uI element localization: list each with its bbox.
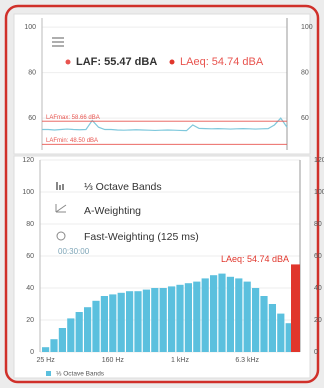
band-bar [252,288,260,352]
weighting-icon [55,204,67,213]
laeq-label: LAeq: 54.74 dBA [221,254,289,264]
legend-label: ⅓ Octave Bands [56,371,105,378]
y2-tick-label: 80 [314,221,322,228]
y-tick-label: 0 [30,349,34,356]
band-bar [151,288,159,352]
y2-tick-label: 60 [314,253,322,260]
band-bar [75,312,83,352]
y-tick-label: 100 [22,189,34,196]
band-bar [92,300,100,352]
y2-tick-label: 100 [301,24,313,31]
settings-icon[interactable] [52,37,64,47]
y2-tick-label: 0 [314,349,318,356]
y2-tick-label: 80 [301,69,309,76]
legend-swatch [46,371,51,376]
band-bar [126,291,134,352]
band-bar [193,281,201,352]
band-bar [268,304,276,352]
y-tick-label: 120 [22,157,34,164]
y-tick-label: 40 [26,285,34,292]
laf-readout: LAF: 55.47 dBA [76,56,157,68]
y-tick-label: 80 [26,221,34,228]
weighting-label: A-Weighting [84,205,141,217]
x-tick-label: 160 Hz [102,357,125,364]
level-line [42,117,288,132]
y-tick-label: 60 [26,253,34,260]
clock-icon [56,231,66,241]
lafmin-label: LAFmin: 48.50 dBA [46,138,98,144]
band-bar [50,339,58,352]
band-bar [67,318,75,352]
y2-tick-label: 20 [314,317,322,324]
band-bar [168,286,176,352]
band-bar [184,283,192,352]
band-bar [201,278,209,352]
y2-tick-label: 40 [314,285,322,292]
band-bar [210,275,218,352]
band-bar [176,284,184,352]
band-bar [117,292,125,352]
y-tick-label: 100 [24,24,36,31]
band-bar [277,313,285,352]
bands-label: ⅓ Octave Bands [84,181,162,193]
y2-tick-label: 100 [314,189,324,196]
band-bar [134,291,142,352]
band-bar [260,296,268,352]
band-bar [109,294,117,352]
band-bar [100,296,108,352]
y2-tick-label: 60 [301,115,309,122]
time-weighting-label: Fast-Weighting (125 ms) [84,231,199,243]
band-bar [58,328,66,352]
top-card [13,13,311,155]
y-tick-label: 60 [28,115,36,122]
laeq-dot [169,59,175,65]
band-bar [142,289,150,352]
laf-dot [65,59,71,65]
laeq-bar [291,264,300,352]
elapsed-time: 00:30:00 [58,247,90,256]
bars-icon [56,182,64,190]
band-bar [235,278,243,352]
band-bar [42,347,50,352]
x-tick-label: 25 Hz [36,357,55,364]
band-bar [243,281,251,352]
y-tick-label: 20 [26,317,34,324]
x-tick-label: 1 kHz [171,357,189,364]
y-tick-label: 80 [28,69,36,76]
lafmax-label: LAFmax: 58.66 dBA [46,115,100,121]
band-bar [159,288,167,352]
laeq-readout: LAeq: 54.74 dBA [180,56,264,68]
band-bar [285,323,293,352]
y2-tick-label: 120 [314,157,324,164]
highlight-border [4,4,320,384]
band-bar [218,273,226,352]
band-bar [84,307,92,352]
band-bar [226,276,234,352]
x-tick-label: 6.3 kHz [235,357,259,364]
